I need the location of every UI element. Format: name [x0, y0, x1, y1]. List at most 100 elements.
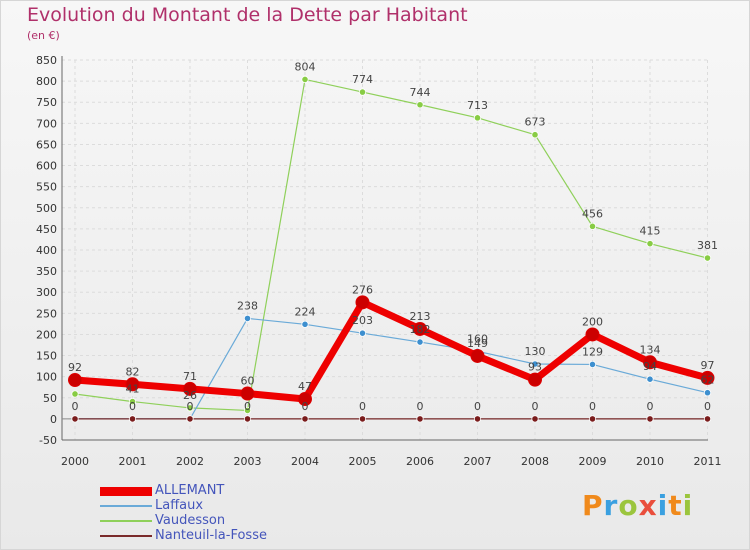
data-label: 0 [417, 400, 424, 413]
data-label: 0 [647, 400, 654, 413]
data-label: 213 [410, 310, 431, 323]
data-label: 0 [532, 400, 539, 413]
y-tick-label: 400 [36, 244, 57, 257]
logo-letter: P [582, 489, 604, 522]
data-label: 71 [183, 370, 197, 383]
y-tick-label: 600 [36, 160, 57, 173]
data-label: 60 [241, 375, 255, 388]
data-label: 47 [298, 380, 312, 393]
data-point [243, 314, 252, 322]
x-tick-label: 2001 [119, 455, 147, 468]
data-label: 93 [528, 361, 542, 374]
data-point [358, 329, 367, 337]
data-label: 82 [126, 365, 140, 378]
data-point [416, 338, 424, 346]
data-label: 804 [295, 60, 316, 73]
data-point [301, 320, 309, 328]
data-point [531, 131, 539, 139]
data-point [243, 415, 252, 423]
series-line-allemant [71, 298, 711, 403]
data-label: 129 [582, 345, 603, 358]
data-point [703, 254, 712, 262]
data-point [358, 415, 367, 423]
legend-swatch [100, 486, 152, 496]
data-label: 0 [187, 400, 194, 413]
data-point [128, 415, 137, 423]
data-point [301, 75, 309, 84]
data-point [355, 295, 370, 310]
y-tick-label: 700 [36, 117, 57, 130]
data-label: 130 [525, 345, 546, 358]
data-point [646, 375, 654, 383]
data-point [585, 327, 600, 342]
data-point [470, 348, 485, 363]
data-label: 0 [589, 400, 596, 413]
data-point [703, 415, 712, 423]
chart-title: Evolution du Montant de la Dette par Hab… [27, 4, 468, 26]
y-tick-label: 550 [36, 181, 57, 194]
data-point [71, 390, 79, 398]
data-label: 0 [704, 400, 711, 413]
data-point [416, 101, 424, 109]
data-label: 456 [582, 207, 603, 220]
data-label: 0 [129, 400, 136, 413]
x-tick-label: 2000 [61, 455, 89, 468]
data-point [531, 360, 539, 368]
x-tick-label: 2011 [694, 455, 722, 468]
y-tick-label: 800 [36, 75, 57, 88]
data-label: 744 [410, 86, 431, 99]
logo-letter: i [682, 489, 694, 522]
proxiti-logo: Proxiti [582, 489, 693, 522]
data-point [700, 370, 715, 385]
data-point [186, 404, 194, 412]
data-label: 238 [237, 299, 258, 312]
data-point [186, 415, 194, 423]
legend-label: Vaudesson [155, 513, 226, 528]
data-point [301, 415, 309, 423]
data-label: 182 [410, 323, 431, 336]
legend-swatch [100, 520, 152, 522]
logo-letter: r [603, 489, 619, 522]
y-tick-label: -50 [39, 434, 57, 447]
data-label: 149 [467, 337, 488, 350]
data-point [416, 415, 424, 423]
y-tick-label: 200 [36, 328, 57, 341]
logo-letter: x [638, 489, 658, 522]
data-point [358, 88, 367, 96]
data-point [646, 415, 654, 423]
legend-label: Nanteuil-la-Fosse [155, 528, 267, 543]
data-label: 0 [72, 400, 79, 413]
data-label: 0 [244, 400, 251, 413]
data-label: 200 [582, 315, 603, 328]
y-tick-label: 500 [36, 202, 57, 215]
data-point [643, 355, 657, 370]
data-point [528, 372, 542, 387]
data-point [531, 415, 539, 423]
data-label: 92 [68, 361, 82, 374]
data-label: 0 [474, 400, 481, 413]
data-label: 713 [467, 99, 488, 112]
x-tick-label: 2006 [406, 455, 434, 468]
data-label: 97 [701, 359, 715, 372]
data-label: 415 [640, 225, 661, 238]
data-point [588, 222, 597, 230]
data-label: 62 [701, 374, 715, 387]
y-tick-label: 850 [36, 54, 57, 67]
y-tick-label: 450 [36, 223, 57, 236]
data-point [473, 415, 482, 423]
data-point [588, 415, 597, 423]
legend-label: ALLEMANT [155, 483, 225, 498]
data-point [243, 406, 252, 415]
x-tick-label: 2007 [464, 455, 492, 468]
data-label: 774 [352, 73, 373, 86]
data-label: 26 [183, 389, 197, 402]
data-label: 41 [126, 383, 140, 396]
data-label: 160 [467, 332, 488, 345]
data-point [68, 373, 82, 388]
legend-swatch [100, 535, 152, 537]
x-tick-label: 2008 [521, 455, 549, 468]
data-label: 203 [352, 314, 373, 327]
data-label: 134 [640, 343, 661, 356]
